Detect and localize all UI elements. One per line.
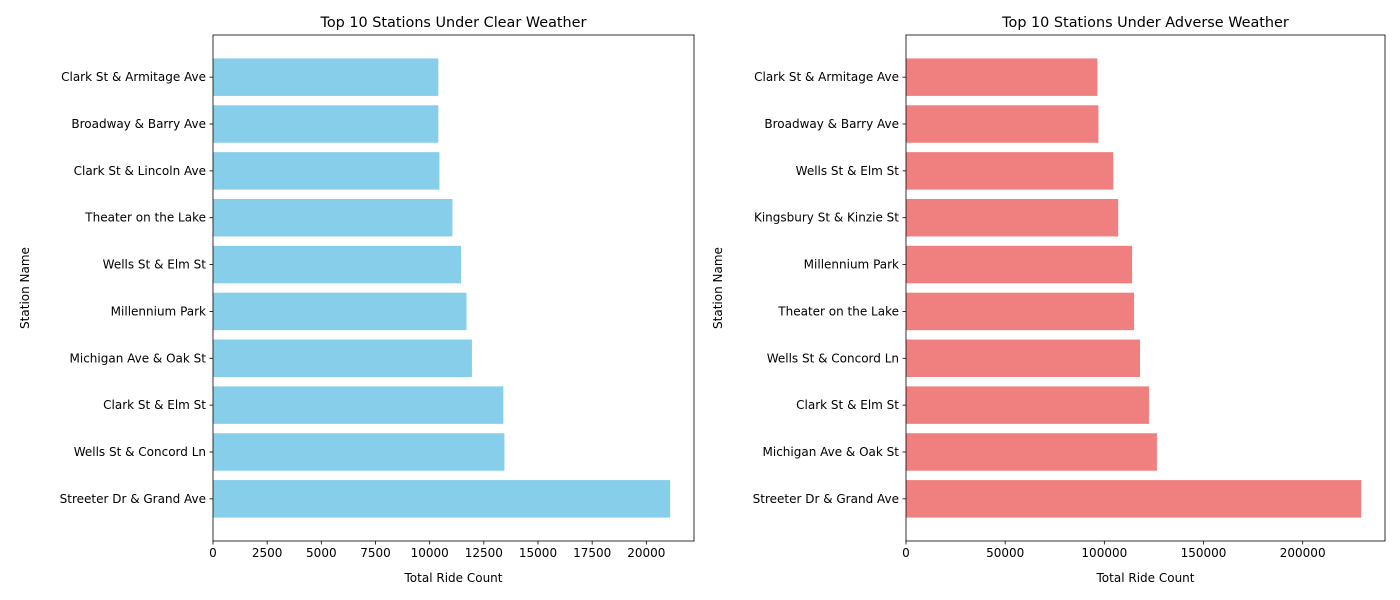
bar-millennium-park bbox=[213, 292, 467, 331]
y-tick-label-clark-st-armitage-ave: Clark St & Armitage Ave bbox=[754, 70, 899, 84]
y-tick-label-millennium-park: Millennium Park bbox=[111, 304, 206, 318]
y-tick-label-theater-on-the-lake: Theater on the Lake bbox=[84, 211, 206, 225]
y-tick-label-michigan-ave-oak-st: Michigan Ave & Oak St bbox=[763, 445, 900, 459]
chart-title: Top 10 Stations Under Adverse Weather bbox=[1001, 15, 1289, 31]
y-tick-label-clark-st-lincoln-ave: Clark St & Lincoln Ave bbox=[74, 164, 206, 178]
y-axis-label: Station Name bbox=[18, 247, 32, 329]
bar-wells-st-concord-ln bbox=[213, 433, 505, 471]
bar-clark-st-elm-st bbox=[906, 386, 1149, 424]
y-tick-label-wells-st-concord-ln: Wells St & Concord Ln bbox=[74, 445, 206, 459]
y-tick-label-millennium-park: Millennium Park bbox=[804, 258, 899, 272]
y-tick-label-michigan-ave-oak-st: Michigan Ave & Oak St bbox=[70, 351, 207, 365]
y-tick-label-streeter-dr-grand-ave: Streeter Dr & Grand Ave bbox=[753, 492, 899, 506]
bar-kingsbury-st-kinzie-st bbox=[906, 198, 1119, 237]
bar-clark-st-elm-st bbox=[213, 386, 504, 424]
y-tick-label-streeter-dr-grand-ave: Streeter Dr & Grand Ave bbox=[60, 492, 206, 506]
x-axis-label: Total Ride Count bbox=[404, 571, 503, 585]
bar-michigan-ave-oak-st bbox=[906, 433, 1157, 471]
chart-title: Top 10 Stations Under Clear Weather bbox=[320, 15, 587, 31]
x-tick-label-7500: 7500 bbox=[360, 546, 391, 560]
bar-michigan-ave-oak-st bbox=[213, 339, 472, 378]
plot-frame bbox=[905, 34, 1386, 542]
y-tick-label-broadway-barry-ave: Broadway & Barry Ave bbox=[71, 117, 206, 131]
bar-broadway-barry-ave bbox=[213, 105, 439, 143]
y-tick-label-kingsbury-st-kinzie-st: Kingsbury St & Kinzie St bbox=[754, 211, 899, 225]
y-tick-label-theater-on-the-lake: Theater on the Lake bbox=[777, 304, 899, 318]
bar-clark-st-armitage-ave bbox=[906, 58, 1098, 96]
y-tick-label-clark-st-elm-st: Clark St & Elm St bbox=[103, 398, 206, 412]
y-tick-label-wells-st-elm-st: Wells St & Elm St bbox=[103, 258, 207, 272]
chart-adverse-weather: Streeter Dr & Grand Ave Michigan Ave & Oa… bbox=[711, 15, 1386, 585]
x-tick-label-0: 0 bbox=[209, 546, 217, 560]
y-tick-label-clark-st-elm-st: Clark St & Elm St bbox=[796, 398, 899, 412]
bar-wells-st-elm-st bbox=[213, 245, 462, 284]
y-tick-label-broadway-barry-ave: Broadway & Barry Ave bbox=[764, 117, 899, 131]
x-tick-label-200000: 200000 bbox=[1280, 546, 1326, 560]
bar-clark-st-armitage-ave bbox=[213, 58, 439, 96]
x-tick-label-10000: 10000 bbox=[411, 546, 449, 560]
y-tick-label-clark-st-armitage-ave: Clark St & Armitage Ave bbox=[61, 70, 206, 84]
x-tick-label-0: 0 bbox=[902, 546, 910, 560]
bar-wells-st-elm-st bbox=[906, 152, 1114, 190]
bar-broadway-barry-ave bbox=[906, 105, 1099, 143]
x-tick-label-100000: 100000 bbox=[1081, 546, 1127, 560]
bar-streeter-dr-grand-ave bbox=[213, 480, 671, 518]
bar-wells-st-concord-ln bbox=[906, 339, 1141, 378]
bar-theater-on-the-lake bbox=[213, 198, 453, 237]
x-tick-label-15000: 15000 bbox=[519, 546, 557, 560]
bar-millennium-park bbox=[906, 245, 1133, 284]
x-tick-label-150000: 150000 bbox=[1181, 546, 1227, 560]
chart-clear-weather: Streeter Dr & Grand Ave Wells St & Concor… bbox=[18, 15, 695, 585]
x-tick-label-2500: 2500 bbox=[252, 546, 283, 560]
x-tick-label-5000: 5000 bbox=[306, 546, 337, 560]
bar-streeter-dr-grand-ave bbox=[906, 480, 1362, 518]
plot-frame bbox=[212, 34, 695, 542]
x-axis-label: Total Ride Count bbox=[1096, 571, 1195, 585]
x-tick-label-20000: 20000 bbox=[627, 546, 665, 560]
y-tick-label-wells-st-elm-st: Wells St & Elm St bbox=[796, 164, 900, 178]
y-tick-label-wells-st-concord-ln: Wells St & Concord Ln bbox=[767, 351, 899, 365]
x-tick-label-12500: 12500 bbox=[465, 546, 503, 560]
y-axis-label: Station Name bbox=[711, 247, 725, 329]
x-tick-label-17500: 17500 bbox=[573, 546, 611, 560]
x-tick-label-50000: 50000 bbox=[986, 546, 1024, 560]
bar-clark-st-lincoln-ave bbox=[213, 152, 440, 190]
bar-theater-on-the-lake bbox=[906, 292, 1135, 331]
